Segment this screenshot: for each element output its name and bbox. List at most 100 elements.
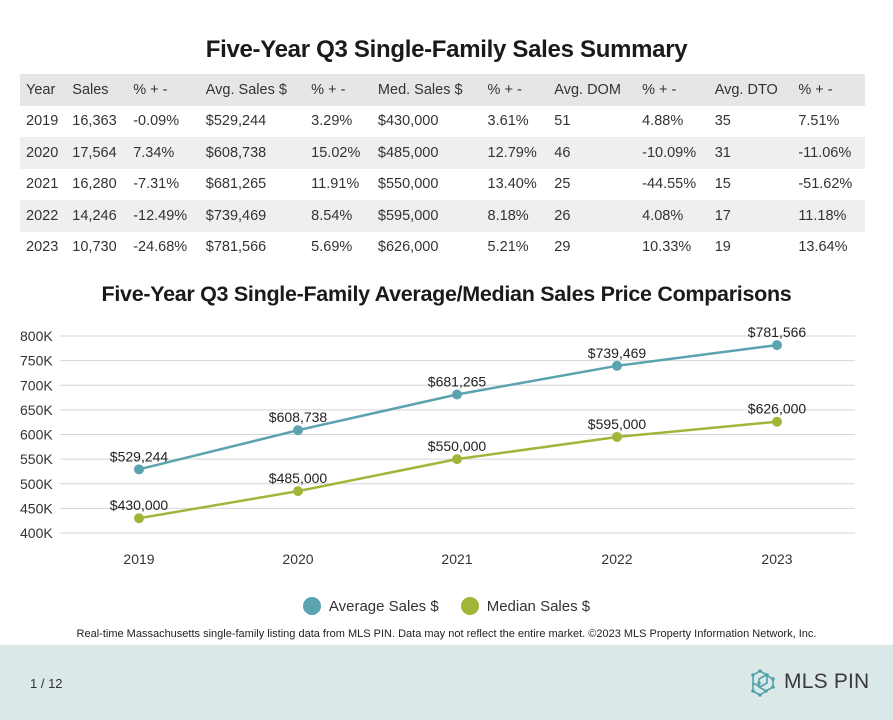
x-tick-label: 2020 bbox=[282, 551, 313, 567]
legend-swatch-median bbox=[460, 597, 479, 615]
table-cell: 11.18% bbox=[798, 207, 847, 224]
table-cell: 19 bbox=[714, 239, 731, 256]
table-cell: 7.51% bbox=[798, 113, 840, 130]
data-label: $626,000 bbox=[748, 401, 807, 417]
price-comparison-chart: 400K 450K 500K 550K 600K 650K 700K 750K 800K 2019… bbox=[20, 324, 855, 567]
table-row: 2023 10,730 -24.68% $781,566 5.69% $626,000 5.… bbox=[20, 232, 865, 264]
table-header-cell: % + - bbox=[311, 81, 346, 98]
table-cell: -10.09% bbox=[642, 144, 697, 161]
table-cell: $529,244 bbox=[205, 113, 267, 130]
report-page: Five-Year Q3 Single-Family Sales Summary… bbox=[0, 36, 893, 640]
table-cell: -11.06% bbox=[798, 144, 852, 161]
table-cell: 15 bbox=[714, 176, 731, 193]
y-tick-label: 650K bbox=[20, 402, 53, 418]
table-cell: 10,730 bbox=[72, 239, 117, 256]
data-point bbox=[293, 425, 303, 436]
data-point bbox=[134, 464, 144, 475]
chart-legend: Average Sales $ Median Sales $ bbox=[0, 597, 893, 615]
y-tick-label: 800K bbox=[20, 328, 53, 344]
table-header-cell: % + - bbox=[133, 81, 168, 98]
table-cell: -7.31% bbox=[133, 176, 180, 193]
data-point bbox=[772, 340, 782, 351]
y-tick-label: 500K bbox=[20, 476, 53, 492]
table-cell: 2019 bbox=[26, 113, 59, 130]
table-cell: $430,000 bbox=[377, 113, 439, 130]
table-cell: 5.69% bbox=[311, 239, 353, 256]
table-cell: 2020 bbox=[26, 144, 59, 161]
legend-swatch-average bbox=[302, 597, 321, 615]
legend-label-average: Average Sales $ bbox=[328, 597, 439, 615]
data-label: $485,000 bbox=[269, 470, 328, 486]
y-tick-label: 400K bbox=[20, 525, 53, 541]
table-cell: -0.09% bbox=[133, 113, 180, 130]
mls-pin-logo: MLS PIN bbox=[748, 667, 869, 697]
table-cell: $550,000 bbox=[377, 176, 439, 193]
table-row: 2021 16,280 -7.31% $681,265 11.91% $550,000 13… bbox=[20, 169, 865, 201]
table-cell: 16,280 bbox=[72, 176, 117, 193]
table-cell: 26 bbox=[554, 207, 571, 224]
series-line-median bbox=[138, 420, 778, 520]
table-cell: 12.79% bbox=[487, 144, 537, 161]
table-cell: 4.88% bbox=[642, 113, 684, 130]
table-cell: -24.68% bbox=[133, 239, 188, 256]
data-label: $681,265 bbox=[428, 373, 487, 389]
table-cell: 3.61% bbox=[487, 113, 529, 130]
table-cell: 15.02% bbox=[311, 144, 361, 161]
table-cell: 8.18% bbox=[487, 207, 529, 224]
table-cell: 25 bbox=[554, 176, 571, 193]
table-cell: 35 bbox=[714, 113, 731, 130]
table-cell: 17 bbox=[714, 207, 731, 224]
data-point bbox=[612, 360, 622, 371]
sales-summary-table: Year Sales % + - Avg. Sales $ % + - Med. Sale… bbox=[20, 74, 865, 263]
data-point bbox=[134, 513, 144, 524]
table-cell: $739,469 bbox=[205, 207, 267, 224]
y-tick-label: 550K bbox=[20, 451, 53, 467]
table-cell: $608,738 bbox=[205, 144, 267, 161]
table-header-cell: Avg. DTO bbox=[714, 81, 778, 98]
table-cell: -51.62% bbox=[798, 176, 853, 193]
data-point bbox=[452, 389, 462, 400]
table-row: 2022 14,246 -12.49% $739,469 8.54% $595,000 8.… bbox=[20, 200, 865, 232]
table-header-cell: Avg. Sales $ bbox=[205, 81, 287, 98]
table-cell: 29 bbox=[554, 239, 571, 256]
table-cell: $781,566 bbox=[205, 239, 267, 256]
table-cell: 51 bbox=[554, 113, 571, 130]
table-row: 2020 17,564 7.34% $608,738 15.02% $485,000 12.… bbox=[20, 137, 865, 169]
table-cell: -12.49% bbox=[133, 207, 188, 224]
table-cell: 4.08% bbox=[642, 207, 684, 224]
table-cell: $626,000 bbox=[377, 239, 439, 256]
table-cell: 13.40% bbox=[487, 176, 537, 193]
table-cell: 2023 bbox=[26, 239, 59, 256]
table-header-cell: Med. Sales $ bbox=[377, 81, 463, 98]
y-tick-label: 600K bbox=[20, 427, 53, 443]
data-label: $430,000 bbox=[110, 497, 169, 513]
data-label: $739,469 bbox=[588, 345, 647, 361]
table-cell: 13.64% bbox=[798, 239, 848, 256]
table-header-cell: % + - bbox=[642, 81, 677, 98]
table-body: 2019 16,363 -0.09% $529,244 3.29% $430,000 3.6… bbox=[20, 106, 865, 264]
table-header-cell: % + - bbox=[487, 81, 522, 98]
x-tick-label: 2023 bbox=[761, 551, 792, 567]
table-cell: 31 bbox=[714, 144, 731, 161]
legend-item-median: Median Sales $ bbox=[460, 597, 591, 615]
table-cell: -44.55% bbox=[642, 176, 697, 193]
table-cell: 2021 bbox=[26, 176, 59, 193]
x-tick-label: 2022 bbox=[601, 551, 632, 567]
y-tick-label: 450K bbox=[20, 500, 53, 516]
table-header-cell: Avg. DOM bbox=[554, 81, 621, 98]
logo-text: MLS PIN bbox=[784, 670, 870, 693]
table-cell: 17,564 bbox=[72, 144, 117, 161]
table-cell: 16,363 bbox=[72, 113, 117, 130]
data-point bbox=[452, 454, 462, 465]
legend-label-median: Median Sales $ bbox=[486, 597, 591, 615]
chart-title: Five-Year Q3 Single-Family Average/Media… bbox=[101, 282, 792, 306]
y-tick-label: 700K bbox=[20, 377, 53, 393]
data-label: $529,244 bbox=[110, 448, 169, 464]
y-tick-label: 750K bbox=[20, 353, 53, 369]
table-cell: $485,000 bbox=[377, 144, 439, 161]
page-indicator: 1 / 12 bbox=[30, 676, 63, 691]
data-label: $608,738 bbox=[269, 409, 328, 425]
table-row: 2019 16,363 -0.09% $529,244 3.29% $430,000 3.6… bbox=[20, 106, 865, 138]
summary-title: Five-Year Q3 Single-Family Sales Summary bbox=[205, 36, 688, 63]
table-cell: 2022 bbox=[26, 207, 59, 224]
